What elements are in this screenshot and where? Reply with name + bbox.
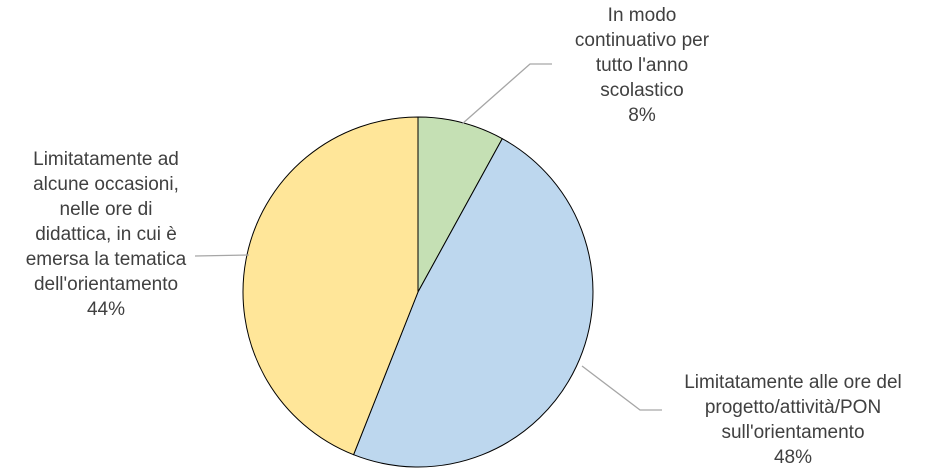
data-label-text-line: Limitatamente ad xyxy=(33,149,179,170)
data-label-value: 48% xyxy=(773,447,813,468)
data-label-text-line: sull'orientamento xyxy=(721,422,865,443)
data-label-2: Limitatamente alle ore del progetto/attiv… xyxy=(657,370,928,470)
data-label-text-line: tutto l'anno xyxy=(595,55,689,76)
data-label-text-line: dell'orientamento xyxy=(33,274,179,295)
data-label-3: Limitatamente ad alcune occasioni, nelle o… xyxy=(0,147,212,322)
data-label-text-line: Limitatamente alle ore del xyxy=(684,372,902,393)
pie-slice-3 xyxy=(242,116,419,456)
data-label-value: 44% xyxy=(86,299,126,320)
data-label-text-line: scolastico xyxy=(600,80,684,101)
data-label-text-line: didattica, in cui è xyxy=(35,224,177,245)
data-label-value: 8% xyxy=(628,105,656,126)
leader-line-2 xyxy=(581,365,662,411)
leader-lines xyxy=(194,63,662,411)
data-label-text-line: continuativo per xyxy=(574,30,710,51)
pie-slices xyxy=(242,116,594,468)
data-label-1: In modo continuativo per tutto l'anno scola… xyxy=(547,3,737,128)
pie-slice-2 xyxy=(353,138,594,468)
data-label-text-line: nelle ore di xyxy=(59,199,153,220)
leader-line-1 xyxy=(461,63,552,125)
data-label-text-line: emersa la tematica xyxy=(25,249,187,270)
data-label-text-line: progetto/attività/PON xyxy=(704,397,882,418)
data-label-text-line: alcune occasioni, xyxy=(33,174,179,195)
leader-line-3 xyxy=(194,254,250,257)
data-label-text-line: In modo xyxy=(607,5,677,26)
